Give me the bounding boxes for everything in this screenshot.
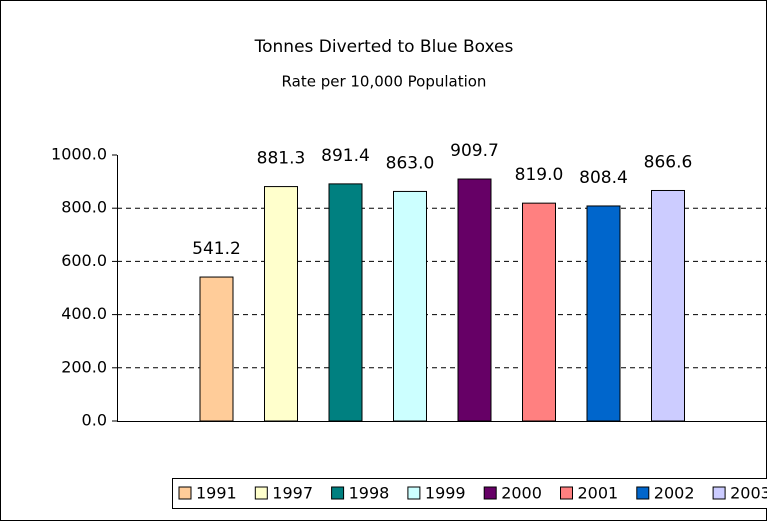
legend-label: 1999 [425,484,466,503]
bar [264,186,298,422]
chart-subtitle: Rate per 10,000 Population [282,73,487,91]
y-tick-label: 800.0 [61,198,107,217]
legend-label: 1997 [272,484,313,503]
legend-label: 2001 [578,484,619,503]
legend-swatch [254,486,268,500]
bar [651,189,685,422]
legend-swatch [560,486,573,500]
legend-swatch [331,486,345,500]
y-tick-label: 400.0 [61,304,107,323]
legend-swatch [178,486,192,500]
legend-swatch [407,486,421,500]
data-label: 819.0 [515,165,564,185]
legend-box [172,478,767,509]
y-tick-label: 0.0 [82,411,107,430]
legend-swatch [636,486,650,500]
bar [586,205,621,422]
y-tick-label: 600.0 [61,251,107,270]
legend-label: 2002 [654,484,695,503]
legend-label: 2003 [730,484,767,503]
bar [328,183,363,422]
y-tick-label: 1000.0 [51,145,107,164]
data-label: 541.2 [192,239,241,259]
bar [457,178,492,422]
data-label: 866.6 [644,152,693,172]
bar [393,190,427,422]
data-label: 891.4 [321,146,370,166]
bar [522,202,556,422]
legend-swatch [483,486,497,500]
data-label: 909.7 [450,141,499,161]
data-label: 863.0 [386,153,435,173]
legend-label: 2000 [501,484,542,503]
legend-label: 1998 [349,484,390,503]
data-label: 881.3 [257,149,306,169]
legend-label: 1991 [196,484,237,503]
chart-title: Tonnes Diverted to Blue Boxes [254,37,514,57]
y-tick-label: 200.0 [61,357,107,376]
legend-swatch [712,486,726,500]
bar [199,276,234,422]
data-label: 808.4 [579,168,628,188]
